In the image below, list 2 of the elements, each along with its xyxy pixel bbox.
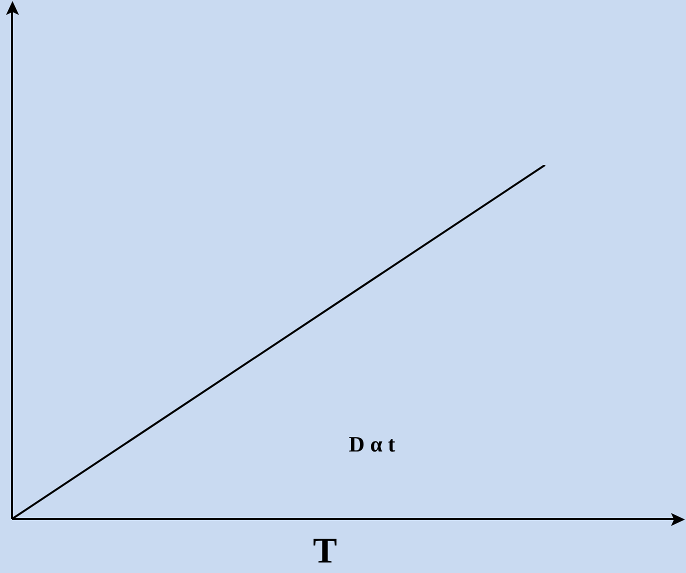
x-axis-title: T: [312, 530, 338, 570]
annotation: D α t: [348, 432, 396, 457]
